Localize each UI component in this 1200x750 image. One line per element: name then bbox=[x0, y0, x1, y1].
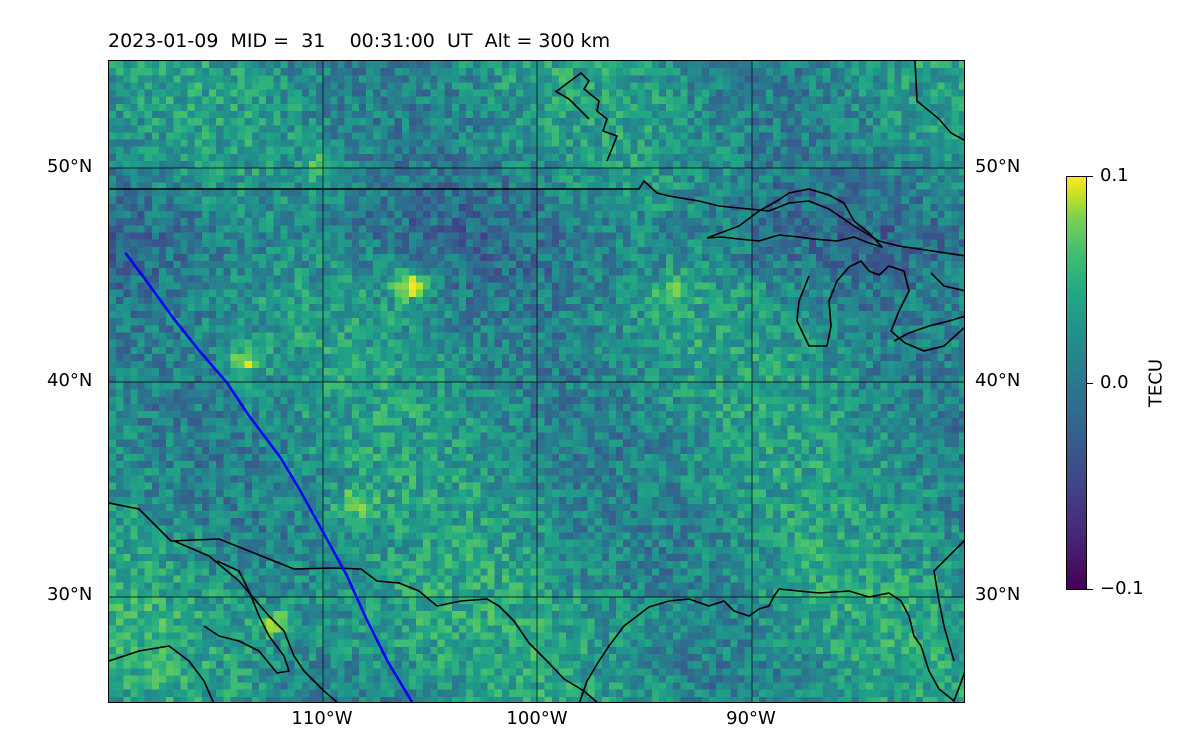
hudson-bay-coast-2 bbox=[554, 90, 590, 120]
lat-label-right-50n: 50°N bbox=[975, 156, 1021, 177]
colorbar-label-mid: 0.0 bbox=[1100, 372, 1129, 393]
satellite-track-line bbox=[124, 252, 414, 702]
lon-label-90w: 90°W bbox=[726, 708, 776, 729]
coastlines-borders bbox=[109, 61, 964, 702]
colorbar-tick-max bbox=[1087, 176, 1093, 177]
gulf-of-california bbox=[173, 540, 338, 702]
lat-label-right-30n: 30°N bbox=[975, 584, 1021, 605]
lake-erie bbox=[893, 315, 964, 342]
lon-label-100w: 100°W bbox=[506, 708, 568, 729]
colorbar-title: TECU bbox=[1145, 358, 1167, 408]
title-time: 00:31:00 bbox=[349, 30, 435, 52]
lake-superior bbox=[706, 188, 883, 248]
lake-michigan bbox=[796, 260, 890, 347]
title-time-unit: UT bbox=[447, 30, 473, 52]
pacific-coast bbox=[109, 645, 215, 702]
lake-huron-erie bbox=[888, 265, 964, 352]
title-date: 2023-01-09 bbox=[108, 30, 219, 52]
title-mid-label: MID = bbox=[230, 30, 290, 52]
colorbar-tick-mid bbox=[1087, 383, 1093, 384]
us-canada-border bbox=[109, 180, 964, 257]
lake-ontario bbox=[930, 272, 964, 292]
plot-title: 2023-01-09 MID = 31 00:31:00 UT Alt = 30… bbox=[108, 30, 610, 52]
map-panel bbox=[108, 60, 965, 703]
colorbar-label-max: 0.1 bbox=[1100, 165, 1129, 186]
lat-label-right-40n: 40°N bbox=[975, 370, 1021, 391]
gulf-coast bbox=[578, 588, 964, 702]
map-overlay bbox=[109, 61, 964, 702]
colorbar bbox=[1066, 176, 1087, 590]
florida-east-coast bbox=[933, 539, 964, 662]
gridlines bbox=[109, 61, 964, 702]
lon-label-110w: 110°W bbox=[291, 708, 353, 729]
hudson-bay-coast bbox=[556, 72, 618, 162]
us-mexico-border bbox=[109, 502, 598, 702]
colorbar-tick-min bbox=[1087, 589, 1093, 590]
lat-label-left-40n: 40°N bbox=[47, 370, 93, 391]
lat-label-left-30n: 30°N bbox=[47, 584, 93, 605]
title-altitude: Alt = 300 km bbox=[484, 30, 611, 52]
colorbar-label-min: −0.1 bbox=[1100, 578, 1144, 599]
northeast-coast bbox=[914, 61, 964, 141]
baja-peninsula bbox=[203, 560, 290, 674]
title-mid-value: 31 bbox=[301, 30, 326, 52]
lat-label-left-50n: 50°N bbox=[47, 156, 93, 177]
